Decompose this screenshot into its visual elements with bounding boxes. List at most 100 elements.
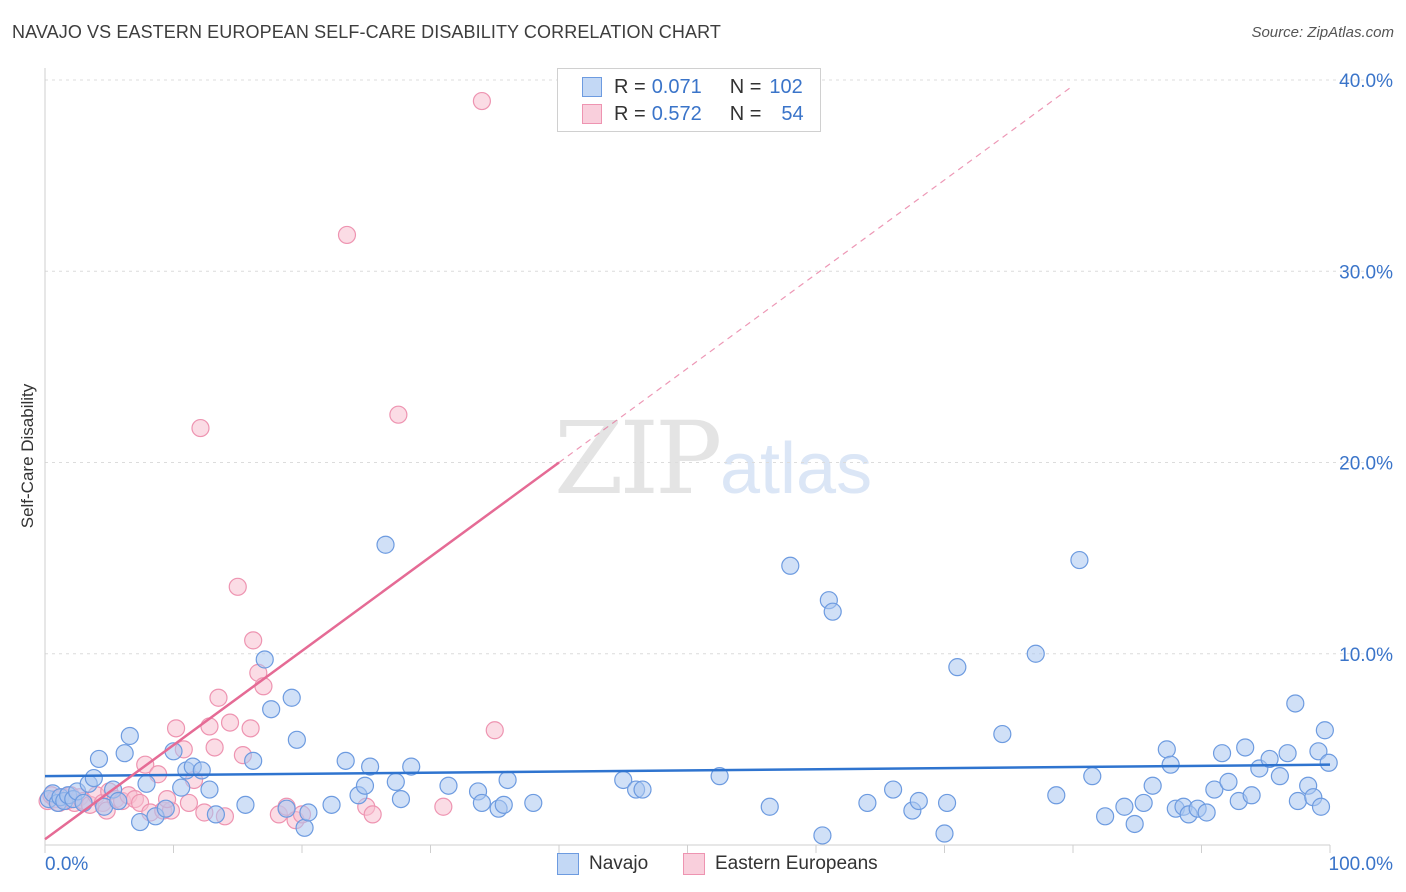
axes (44, 68, 1331, 853)
navajo-point (1115, 797, 1134, 816)
navajo-point (823, 602, 842, 621)
eastern-trend-extension (558, 85, 1074, 463)
navajo-point (1143, 776, 1162, 795)
navajo-r-value: 0.071 (651, 75, 702, 98)
eastern-r-value: 0.572 (651, 102, 702, 125)
navajo-point (1278, 744, 1297, 763)
navajo-point (130, 812, 150, 832)
navajo-point (262, 700, 281, 719)
eastern-point (209, 688, 228, 707)
navajo-point (909, 791, 928, 811)
trend-lines (44, 85, 1331, 841)
navajo-point (937, 793, 957, 813)
navajo-point (1047, 786, 1066, 805)
eastern-point (244, 631, 263, 650)
navajo-r-label: R = (614, 75, 646, 98)
eastern-point (241, 719, 260, 738)
watermark-atlas: atlas (720, 429, 873, 509)
eastern-point (166, 719, 186, 738)
navajo-point (1205, 780, 1224, 799)
navajo-point (760, 797, 779, 816)
eastern-point (179, 793, 199, 813)
navajo-point (361, 757, 380, 776)
navajo-point (1286, 694, 1305, 713)
navajo-point (109, 791, 128, 811)
navajo-point (1315, 721, 1334, 740)
navajo-point (948, 658, 967, 677)
navajo-point (1161, 755, 1180, 774)
navajo-n-label: N = (729, 75, 762, 98)
navajo-point (1236, 738, 1255, 757)
eastern-point (363, 805, 382, 824)
navajo-point (206, 805, 226, 824)
navajo-point (200, 780, 219, 799)
tick-labels: 10.0% 20.0% 30.0% 40.0% 0.0% 100.0% (45, 71, 1393, 875)
navajo-trend-line (44, 763, 1331, 778)
navajo-point (883, 780, 903, 799)
navajo-point (277, 799, 296, 818)
navajo-point (1083, 767, 1102, 786)
navajo-point (376, 535, 395, 554)
legend-item-eastern: Eastern Europeans (683, 852, 878, 876)
navajo-point (84, 768, 103, 788)
navajo-point (1242, 786, 1261, 805)
navajo-point (1270, 767, 1289, 786)
navajo-point (137, 774, 156, 793)
eastern-point (389, 405, 408, 424)
navajo-point (244, 751, 263, 770)
eastern-point (228, 577, 247, 596)
navajo-point (1134, 793, 1153, 813)
navajo-point (494, 795, 513, 814)
navajo-point (710, 767, 729, 786)
navajo-point (236, 795, 255, 814)
eastern-n-label: N = (729, 102, 762, 125)
navajo-point (1197, 803, 1216, 822)
navajo-point (935, 824, 954, 843)
eastern-point (434, 797, 453, 816)
navajo-point (1026, 644, 1045, 663)
navajo-point (1309, 742, 1328, 761)
navajo-point (498, 770, 517, 790)
navajo-point (1319, 753, 1338, 772)
navajo-point (439, 776, 458, 795)
x-tick-label-min: 0.0% (45, 854, 88, 875)
y-tick-label: 30.0% (1339, 262, 1393, 283)
navajo-point (391, 789, 411, 809)
navajo-point (120, 726, 139, 746)
chart-title: NAVAJO VS EASTERN EUROPEAN SELF-CARE DIS… (12, 22, 721, 42)
eastern-r-label: R = (614, 102, 646, 125)
navajo-point (1212, 744, 1232, 763)
navajo-point (299, 803, 318, 822)
navajo-point (781, 556, 800, 575)
navajo-point (402, 757, 421, 776)
eastern-trend-line (44, 461, 560, 841)
legend-row-navajo: R = 0.071 N = 102 (582, 75, 803, 99)
navajo-point (1096, 807, 1115, 826)
navajo-point (115, 744, 134, 763)
navajo-point (322, 795, 341, 814)
correlation-legend: R = 0.071 N = 102 R = 0.572 N = 54 (557, 68, 821, 132)
navajo-n-value: 102 (769, 75, 803, 98)
navajo-point (74, 793, 93, 813)
y-tick-label: 40.0% (1339, 71, 1393, 92)
navajo-point (287, 730, 306, 749)
eastern-point (220, 713, 240, 732)
navajo-point (1311, 797, 1331, 816)
y-tick-label: 10.0% (1339, 645, 1393, 666)
navajo-point (1288, 791, 1307, 811)
eastern-point (191, 418, 210, 438)
navajo-point (1070, 550, 1089, 570)
source-label: Source: ZipAtlas.com (1251, 24, 1394, 41)
eastern-point (485, 721, 504, 740)
eastern-point (205, 738, 224, 757)
navajo-point (524, 793, 543, 813)
navajo-point (192, 761, 211, 780)
y-tick-label: 20.0% (1339, 454, 1393, 475)
navajo-point (156, 799, 175, 818)
navajo-point (1157, 740, 1176, 759)
navajo-legend-swatch (557, 853, 579, 875)
navajo-point (255, 650, 274, 669)
eastern-point (472, 91, 491, 111)
navajo-point (295, 818, 314, 837)
